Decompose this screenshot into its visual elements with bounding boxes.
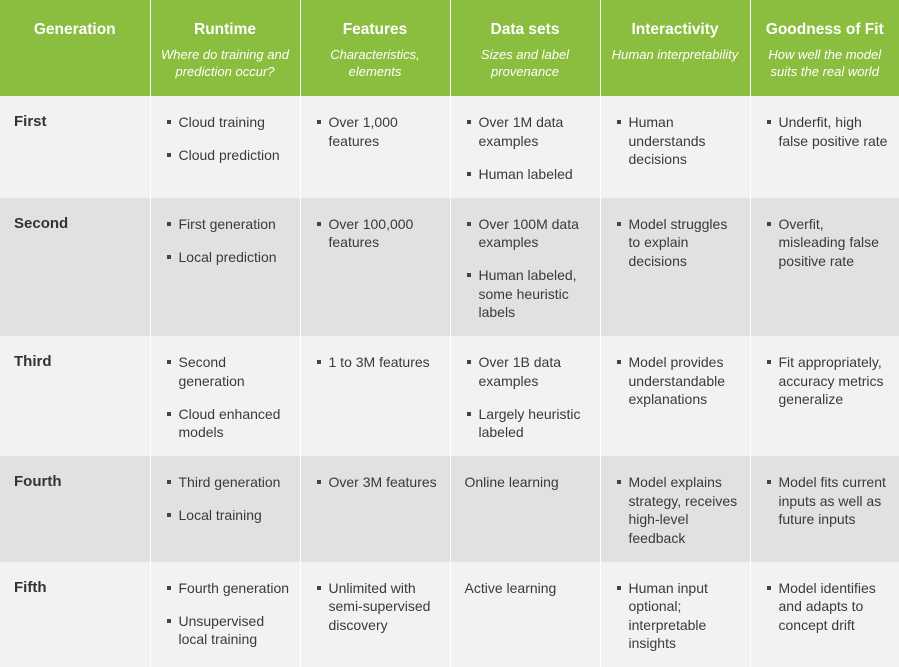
list-item: Second generation — [165, 353, 292, 390]
table-row: Second First generation Local prediction… — [0, 198, 899, 337]
list-item: Local prediction — [165, 248, 292, 267]
generation-label: Third — [0, 336, 150, 456]
data-sets-text: Online learning — [465, 473, 592, 492]
list-item: Third generation — [165, 473, 292, 492]
list-item: Human input optional; interpretable insi… — [615, 579, 742, 653]
list-item: Human understands decisions — [615, 113, 742, 169]
table-row: Third Second generation Cloud enhanced m… — [0, 336, 899, 456]
list-item: Cloud enhanced models — [165, 405, 292, 442]
header-subtitle: Where do training and prediction occur? — [157, 46, 294, 80]
header-title: Data sets — [457, 20, 594, 40]
header-subtitle: How well the model suits the real world — [757, 46, 894, 80]
table-header-row: Generation Runtime Where do training and… — [0, 0, 899, 96]
interactivity-cell: Human input optional; interpretable insi… — [600, 562, 750, 667]
table-row: Fifth Fourth generation Unsupervised loc… — [0, 562, 899, 667]
runtime-cell: Fourth generation Unsupervised local tra… — [150, 562, 300, 667]
data-sets-cell: Over 1M data examples Human labeled — [450, 96, 600, 198]
table-row: First Cloud training Cloud prediction Ov… — [0, 96, 899, 198]
list-item: Over 100M data examples — [465, 215, 592, 252]
header-generation: Generation — [0, 0, 150, 96]
features-cell: Unlimited with semi-supervised discovery — [300, 562, 450, 667]
generation-label: Second — [0, 198, 150, 337]
features-cell: Over 3M features — [300, 456, 450, 562]
table-row: Fourth Third generation Local training O… — [0, 456, 899, 562]
header-title: Goodness of Fit — [757, 20, 894, 40]
list-item: Model explains strategy, receives high-l… — [615, 473, 742, 547]
data-sets-cell: Over 100M data examples Human labeled, s… — [450, 198, 600, 337]
header-goodness-of-fit: Goodness of Fit How well the model suits… — [750, 0, 899, 96]
data-sets-cell: Online learning — [450, 456, 600, 562]
generation-label: Fifth — [0, 562, 150, 667]
header-title: Runtime — [157, 20, 294, 40]
list-item: Largely heuristic labeled — [465, 405, 592, 442]
features-cell: 1 to 3M features — [300, 336, 450, 456]
header-subtitle: Characteristics, elements — [307, 46, 444, 80]
runtime-cell: First generation Local prediction — [150, 198, 300, 337]
goodness-of-fit-cell: Model identifies and adapts to concept d… — [750, 562, 899, 667]
goodness-of-fit-cell: Model fits current inputs as well as fut… — [750, 456, 899, 562]
runtime-cell: Second generation Cloud enhanced models — [150, 336, 300, 456]
list-item: Over 1,000 features — [315, 113, 442, 150]
header-interactivity: Interactivity Human interpretability — [600, 0, 750, 96]
interactivity-cell: Model provides understandable explanatio… — [600, 336, 750, 456]
runtime-cell: Cloud training Cloud prediction — [150, 96, 300, 198]
list-item: Model identifies and adapts to concept d… — [765, 579, 892, 635]
header-title: Generation — [6, 20, 144, 40]
list-item: Over 1M data examples — [465, 113, 592, 150]
data-sets-text: Active learning — [465, 579, 592, 598]
list-item: Cloud training — [165, 113, 292, 132]
list-item: Human labeled, some heuristic labels — [465, 266, 592, 322]
goodness-of-fit-cell: Underfit, high false positive rate — [750, 96, 899, 198]
goodness-of-fit-cell: Fit appropriately, accuracy metrics gene… — [750, 336, 899, 456]
list-item: First generation — [165, 215, 292, 234]
list-item: Over 3M features — [315, 473, 442, 492]
header-subtitle: Sizes and label provenance — [457, 46, 594, 80]
list-item: Cloud prediction — [165, 146, 292, 165]
runtime-cell: Third generation Local training — [150, 456, 300, 562]
list-item: Over 100,000 features — [315, 215, 442, 252]
list-item: Unlimited with semi-supervised discovery — [315, 579, 442, 635]
list-item: Local training — [165, 506, 292, 525]
features-cell: Over 1,000 features — [300, 96, 450, 198]
interactivity-cell: Model explains strategy, receives high-l… — [600, 456, 750, 562]
header-runtime: Runtime Where do training and prediction… — [150, 0, 300, 96]
data-sets-cell: Active learning — [450, 562, 600, 667]
list-item: Overfit, misleading false positive rate — [765, 215, 892, 271]
header-title: Features — [307, 20, 444, 40]
goodness-of-fit-cell: Overfit, misleading false positive rate — [750, 198, 899, 337]
list-item: Fit appropriately, accuracy metrics gene… — [765, 353, 892, 409]
list-item: Model struggles to explain decisions — [615, 215, 742, 271]
list-item: Model provides understandable explanatio… — [615, 353, 742, 409]
header-features: Features Characteristics, elements — [300, 0, 450, 96]
generation-label: First — [0, 96, 150, 198]
data-sets-cell: Over 1B data examples Largely heuristic … — [450, 336, 600, 456]
list-item: Unsupervised local training — [165, 612, 292, 649]
generation-label: Fourth — [0, 456, 150, 562]
features-cell: Over 100,000 features — [300, 198, 450, 337]
list-item: Human labeled — [465, 165, 592, 184]
list-item: Underfit, high false positive rate — [765, 113, 892, 150]
header-subtitle: Human interpretability — [607, 46, 744, 63]
interactivity-cell: Human understands decisions — [600, 96, 750, 198]
list-item: 1 to 3M features — [315, 353, 442, 372]
interactivity-cell: Model struggles to explain decisions — [600, 198, 750, 337]
header-data-sets: Data sets Sizes and label provenance — [450, 0, 600, 96]
header-title: Interactivity — [607, 20, 744, 40]
list-item: Model fits current inputs as well as fut… — [765, 473, 892, 529]
list-item: Fourth generation — [165, 579, 292, 598]
list-item: Over 1B data examples — [465, 353, 592, 390]
